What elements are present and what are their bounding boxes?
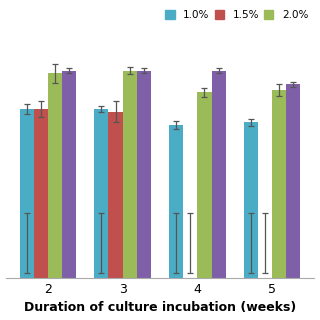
Bar <box>123 71 137 278</box>
Bar <box>212 71 226 278</box>
Bar <box>48 73 62 278</box>
Bar <box>197 92 212 278</box>
Bar <box>94 109 108 278</box>
Bar <box>169 125 183 278</box>
Bar <box>272 90 286 278</box>
X-axis label: Duration of culture incubation (weeks): Duration of culture incubation (weeks) <box>24 301 296 315</box>
Bar <box>20 109 34 278</box>
Legend: 1.0%, 1.5%, 2.0%: 1.0%, 1.5%, 2.0% <box>161 6 312 24</box>
Bar <box>137 71 151 278</box>
Bar <box>244 123 258 278</box>
Bar <box>62 71 76 278</box>
Bar <box>34 109 48 278</box>
Bar <box>108 112 123 278</box>
Bar <box>286 84 300 278</box>
